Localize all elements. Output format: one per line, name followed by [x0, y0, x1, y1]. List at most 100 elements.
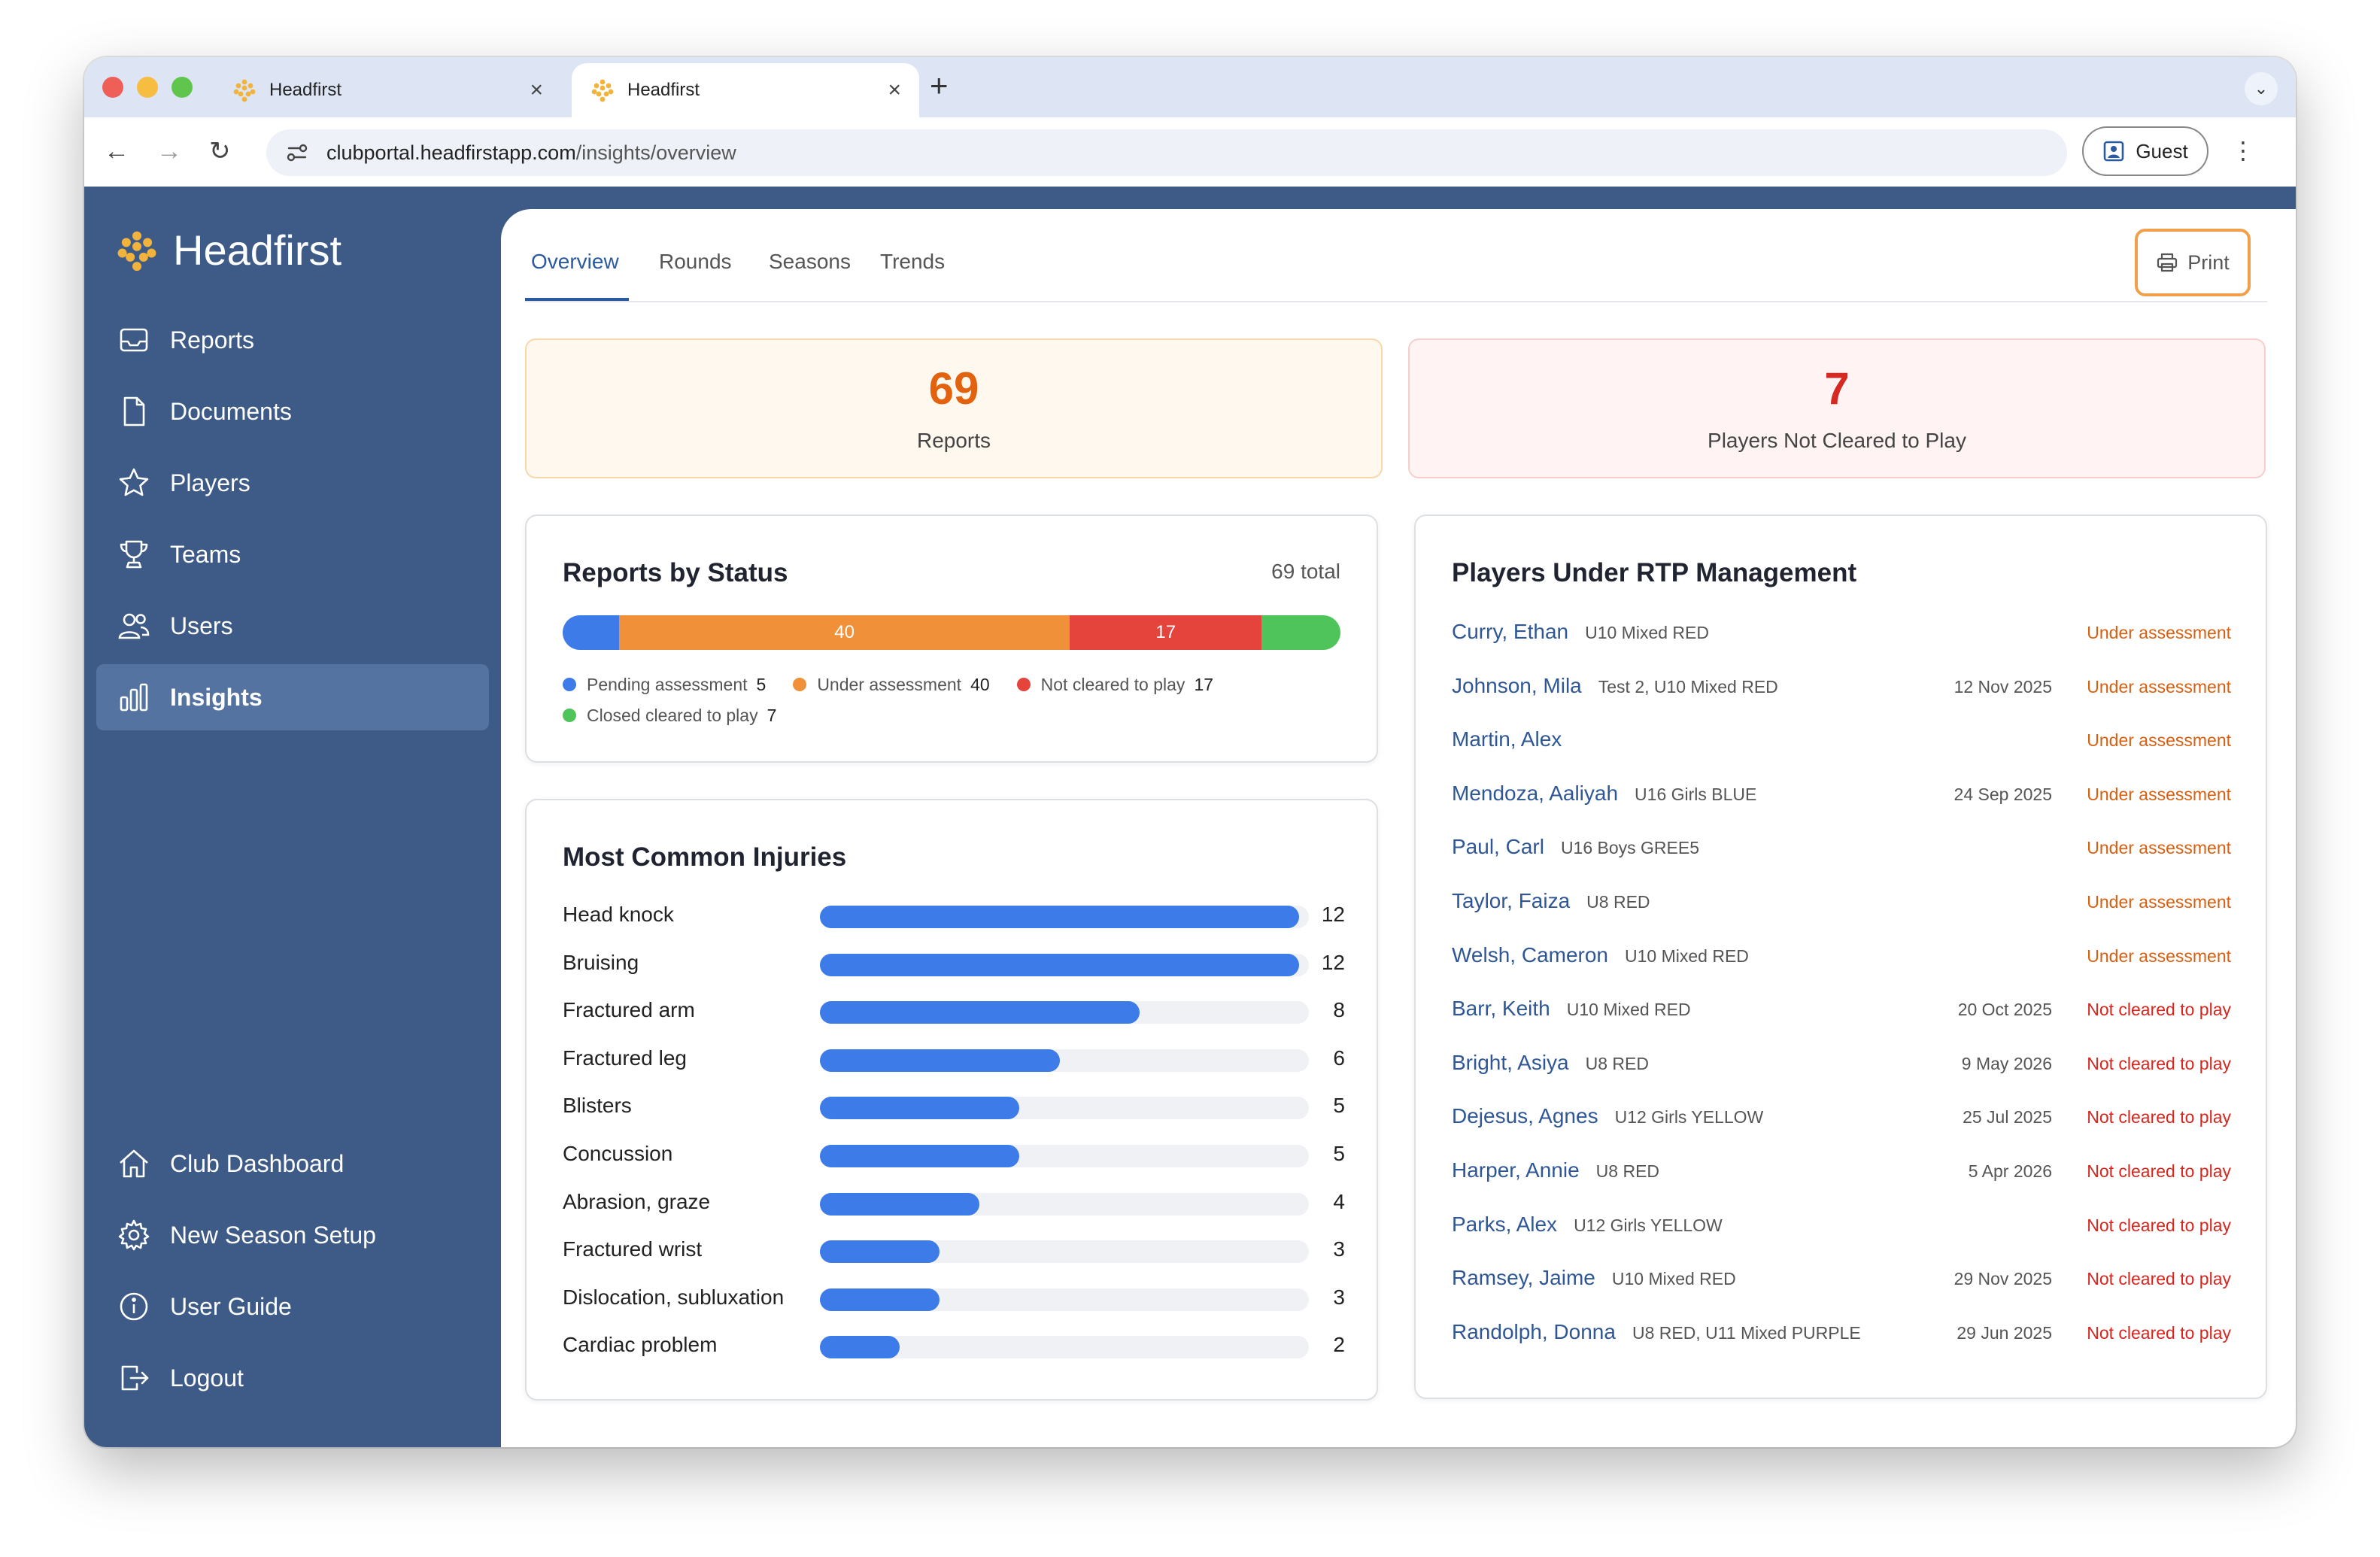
player-name-link[interactable]: Martin, Alex [1452, 727, 1562, 751]
tab-rounds[interactable]: Rounds [659, 250, 732, 273]
rtp-player-row[interactable]: Ramsey, Jaime U10 Mixed RED 29 Nov 2025 Not… [1452, 1266, 2231, 1299]
bar-chart-icon [120, 683, 148, 712]
site-settings-icon[interactable] [284, 140, 310, 165]
tab-overview[interactable]: Overview [531, 250, 619, 273]
minimize-window-button[interactable] [137, 77, 158, 98]
profile-icon [2104, 141, 2124, 162]
rtp-player-row[interactable]: Taylor, Faiza U8 RED Under assessment [1452, 889, 2231, 922]
sidebar-item-label: Teams [170, 540, 241, 568]
player-name-link[interactable]: Ramsey, Jaime [1452, 1266, 1595, 1290]
brand-logo[interactable]: Headfirst [114, 226, 342, 275]
reload-icon[interactable]: ↻ [209, 137, 231, 165]
maximize-window-button[interactable] [172, 77, 193, 98]
player-name-link[interactable]: Welsh, Cameron [1452, 942, 1609, 967]
player-name-link[interactable]: Taylor, Faiza [1452, 889, 1571, 912]
player-status: Not cleared to play [2087, 1000, 2231, 1020]
injury-bar [820, 1192, 980, 1216]
sidebar-item-club-dashboard[interactable]: Club Dashboard [96, 1131, 489, 1197]
browser-menu-icon[interactable]: ⋮ [2231, 137, 2255, 164]
legend-count: 17 [1194, 675, 1214, 694]
sidebar-item-users[interactable]: Users [96, 593, 489, 659]
player-team: U8 RED [1585, 1053, 1649, 1073]
player-name-link[interactable]: Johnson, Mila [1452, 673, 1582, 697]
player-name-link[interactable]: Curry, Ethan [1452, 620, 1569, 643]
rtp-player-row[interactable]: Dejesus, Agnes U12 Girls YELLOW 25 Jul 202… [1452, 1104, 2231, 1137]
rtp-player-row[interactable]: Randolph, Donna U8 RED, U11 Mixed PURPLE 2… [1452, 1320, 2231, 1353]
print-button[interactable]: Print [2135, 229, 2251, 296]
browser-tab-2[interactable]: Headfirst × [572, 63, 919, 117]
close-tab-icon[interactable]: × [888, 77, 901, 102]
player-status: Not cleared to play [2087, 1161, 2231, 1181]
injury-count: 5 [1333, 1142, 1345, 1165]
player-name-link[interactable]: Mendoza, Aaliyah [1452, 781, 1619, 805]
tab-seasons[interactable]: Seasons [769, 250, 851, 273]
browser-tab-1[interactable]: Headfirst × [214, 63, 561, 117]
injury-label: Cardiac problem [563, 1333, 718, 1357]
player-name-link[interactable]: Harper, Annie [1452, 1158, 1580, 1182]
close-tab-icon[interactable]: × [530, 77, 543, 102]
sidebar-item-documents[interactable]: Documents [96, 378, 489, 445]
sidebar-item-label: Logout [170, 1364, 244, 1392]
player-name-link[interactable]: Randolph, Donna [1452, 1319, 1616, 1343]
url-path: /insights/overview [575, 141, 736, 164]
player-status: Under assessment [2087, 676, 2231, 697]
tab-search-chevron-icon[interactable]: ⌄ [2245, 72, 2278, 105]
legend-label: Not cleared to play [1040, 675, 1185, 694]
address-bar[interactable]: clubportal.headfirstapp.com/insights/ove… [266, 129, 2067, 176]
not-cleared-stat-card: 7 Players Not Cleared to Play [1408, 338, 2266, 478]
player-name-link[interactable]: Barr, Keith [1452, 997, 1550, 1021]
sidebar-item-insights[interactable]: Insights [96, 664, 489, 730]
reports-stat-card: 69 Reports [525, 338, 1383, 478]
rtp-player-row[interactable]: Curry, Ethan U10 Mixed RED Under assessmen… [1452, 620, 2231, 653]
rtp-player-row[interactable]: Paul, Carl U16 Boys GREE5 Under assessment [1452, 835, 2231, 868]
back-arrow-icon[interactable]: ← [104, 137, 129, 165]
injury-bar-track [820, 953, 1309, 976]
tab-title: Headfirst [269, 80, 342, 100]
player-name-link[interactable]: Bright, Asiya [1452, 1050, 1569, 1074]
sidebar-item-logout[interactable]: Logout [96, 1345, 489, 1411]
injury-bar-track [820, 1336, 1309, 1359]
rtp-player-row[interactable]: Welsh, Cameron U10 Mixed RED Under assessm… [1452, 943, 2231, 976]
injury-count: 4 [1333, 1189, 1345, 1213]
rtp-player-row[interactable]: Bright, Asiya U8 RED 9 May 2026 Not cleared… [1452, 1051, 2231, 1084]
browser-toolbar: ← → ↻ clubportal.headfirstapp.com/insigh… [84, 117, 2296, 187]
injury-bar [820, 1049, 1060, 1072]
sidebar-item-user-guide[interactable]: User Guide [96, 1273, 489, 1340]
rtp-player-row[interactable]: Barr, Keith U10 Mixed RED 20 Oct 2025 Not c… [1452, 997, 2231, 1030]
sidebar-item-reports[interactable]: Reports [96, 307, 489, 373]
legend-count: 40 [970, 675, 990, 694]
injury-row: Cardiac problem 2 [563, 1328, 1345, 1361]
rtp-player-row[interactable]: Mendoza, Aaliyah U16 Girls BLUE 24 Sep 202… [1452, 782, 2231, 815]
status-total: 69 total [1271, 560, 1340, 583]
player-team: U10 Mixed RED [1611, 1269, 1736, 1289]
status-stacked-bar: 40 17 [563, 615, 1340, 650]
legend-label: Under assessment [817, 675, 962, 694]
forward-arrow-icon[interactable]: → [156, 137, 182, 165]
tab-trends[interactable]: Trends [880, 250, 946, 273]
profile-button[interactable]: Guest [2082, 126, 2208, 176]
sidebar-item-new-season-setup[interactable]: New Season Setup [96, 1202, 489, 1268]
injury-bar [820, 1288, 940, 1311]
rtp-player-row[interactable]: Parks, Alex U12 Girls YELLOW Not cleared t… [1452, 1213, 2231, 1246]
rtp-player-row[interactable]: Martin, Alex Under assessment [1452, 727, 2231, 760]
sidebar-item-players[interactable]: Players [96, 450, 489, 516]
new-tab-button[interactable]: + [930, 68, 949, 103]
player-name-link[interactable]: Parks, Alex [1452, 1212, 1558, 1236]
injury-label: Blisters [563, 1094, 632, 1118]
sidebar-item-label: Documents [170, 397, 292, 425]
player-date: 9 May 2026 [1961, 1053, 2052, 1073]
injury-count: 12 [1321, 903, 1345, 926]
player-name-link[interactable]: Paul, Carl [1452, 835, 1544, 859]
injury-row: Bruising 12 [563, 946, 1345, 979]
rtp-player-row[interactable]: Johnson, Mila Test 2, U10 Mixed RED 12 Nov… [1452, 674, 2231, 707]
rtp-player-row[interactable]: Harper, Annie U8 RED 5 Apr 2026 Not cleared… [1452, 1158, 2231, 1191]
close-window-button[interactable] [102, 77, 123, 98]
legend-count: 7 [767, 706, 777, 725]
player-date: 5 Apr 2026 [1968, 1161, 2052, 1181]
sidebar-item-teams[interactable]: Teams [96, 521, 489, 587]
player-status: Not cleared to play [2087, 1215, 2231, 1235]
profile-label: Guest [2136, 139, 2188, 162]
printer-icon [2157, 253, 2178, 272]
player-name-link[interactable]: Dejesus, Agnes [1452, 1104, 1598, 1128]
injury-bar [820, 1097, 1020, 1120]
